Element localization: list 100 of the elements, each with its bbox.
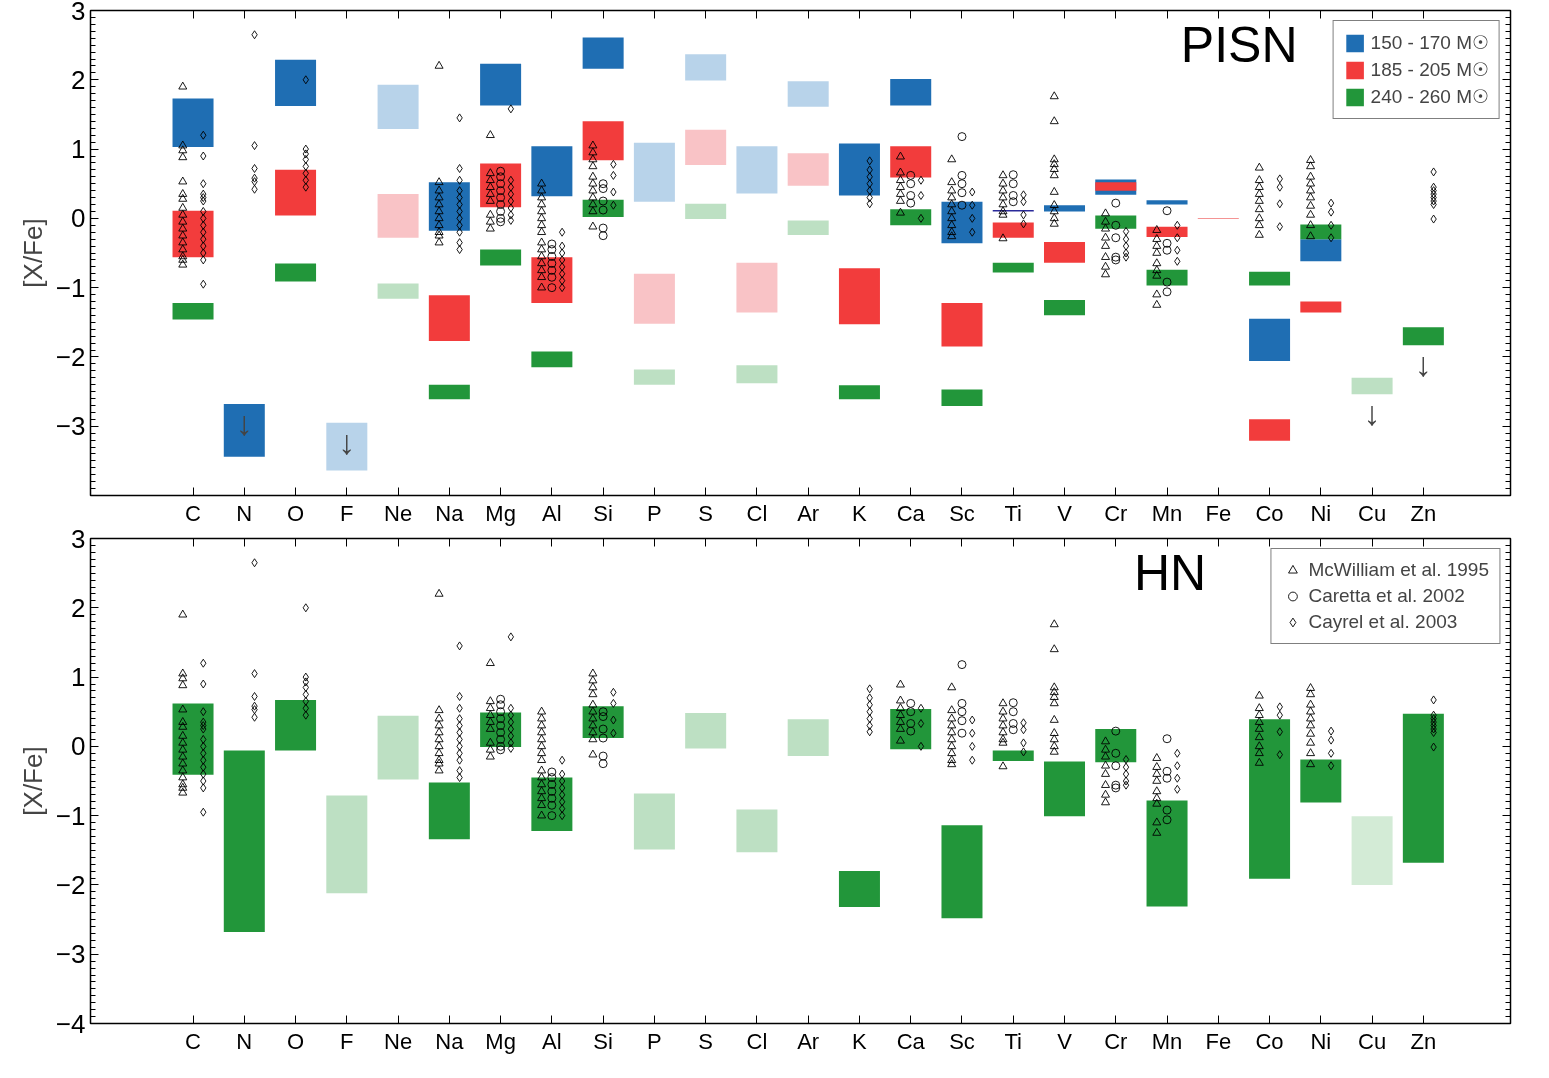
x-tick-label: Cr (1104, 500, 1128, 526)
x-tick-label: Al (542, 500, 562, 526)
bar (582, 37, 624, 69)
y-tick-label: 0 (71, 203, 86, 234)
bar (890, 146, 932, 178)
bar (531, 146, 573, 197)
x-tick-label: Fe (1205, 500, 1232, 526)
y-tick-label: 3 (71, 0, 86, 26)
y-tick-label: −1 (55, 800, 86, 831)
bar (377, 715, 419, 780)
bar (992, 222, 1034, 238)
x-tick-label: Sc (949, 1028, 975, 1054)
x-tick-label: Ca (896, 500, 926, 526)
y-tick-label: −1 (55, 272, 86, 303)
y-tick-label: 1 (71, 134, 86, 165)
x-tick-label: P (647, 1028, 662, 1054)
x-tick-label: Sc (949, 500, 975, 526)
x-tick-label: Al (542, 1028, 562, 1054)
bar (685, 54, 727, 81)
bar (1300, 759, 1342, 803)
x-tick-label: C (185, 500, 202, 526)
bar (736, 262, 778, 313)
x-tick-label: Ti (1004, 500, 1022, 526)
y-tick-label: 2 (71, 592, 86, 623)
y-tick-label: 3 (71, 523, 86, 554)
bar (1351, 377, 1393, 395)
bar (223, 750, 265, 933)
y-tick-label: −2 (55, 341, 86, 372)
legend-label: 150 - 170 M☉ (1370, 31, 1489, 54)
x-tick-label: Mg (485, 1028, 516, 1054)
x-tick-label: Ar (797, 1028, 820, 1054)
bar (1146, 200, 1188, 205)
bar (480, 63, 522, 106)
bar (787, 153, 829, 186)
bar (685, 713, 727, 749)
bar (838, 385, 880, 400)
x-tick-label: K (852, 500, 868, 526)
annotation: ↓ (1414, 345, 1432, 384)
bar (275, 59, 317, 107)
y-axis-title: [X/Fe] (17, 218, 48, 288)
x-tick-label: O (287, 500, 305, 526)
x-tick-label: Si (593, 500, 613, 526)
x-tick-label: Ti (1004, 1028, 1022, 1054)
x-tick-label: O (287, 1028, 305, 1054)
bar (838, 268, 880, 325)
x-tick-label: K (852, 1028, 868, 1054)
x-tick-label: F (340, 500, 354, 526)
bar (1095, 182, 1137, 191)
x-tick-label: Mn (1151, 500, 1183, 526)
bar (1146, 800, 1188, 907)
bar (633, 273, 675, 324)
bar (582, 121, 624, 161)
y-tick-label: 1 (71, 662, 86, 693)
x-tick-label: Ne (384, 500, 413, 526)
legend-label: Cayrel et al. 2003 (1308, 611, 1458, 633)
bar (736, 809, 778, 853)
bar (992, 750, 1034, 761)
x-tick-label: C (185, 1028, 202, 1054)
y-tick-label: −3 (55, 411, 86, 442)
x-tick-label: Na (435, 500, 465, 526)
bar (787, 81, 829, 107)
bar (172, 98, 214, 147)
x-tick-label: Fe (1205, 1028, 1232, 1054)
bar (736, 146, 778, 194)
x-tick-label: Ni (1310, 500, 1332, 526)
annotation: ↓ (1363, 394, 1381, 433)
bar (633, 369, 675, 385)
bar (736, 365, 778, 384)
x-tick-label: Ni (1310, 1028, 1332, 1054)
bar (1249, 419, 1291, 441)
bar (787, 220, 829, 235)
bar (428, 295, 470, 341)
x-tick-label: Co (1255, 500, 1284, 526)
bar (633, 142, 675, 202)
x-tick-label: N (236, 1028, 253, 1054)
bar (1402, 327, 1444, 346)
legend-label: 185 - 205 M☉ (1370, 58, 1489, 81)
chart-title: HN (1134, 544, 1207, 601)
y-tick-label: −2 (55, 869, 86, 900)
bar (275, 169, 317, 216)
x-tick-label: Co (1255, 1028, 1284, 1054)
bar (1402, 713, 1444, 863)
y-tick-label: 2 (71, 64, 86, 95)
bar (428, 384, 470, 400)
x-tick-label: V (1057, 1028, 1073, 1054)
annotation: ↓ (235, 404, 253, 443)
bar (685, 203, 727, 220)
x-tick-label: Cu (1358, 500, 1387, 526)
y-axis-title: [X/Fe] (17, 746, 48, 816)
x-tick-label: P (647, 500, 662, 526)
x-tick-label: Mn (1151, 1028, 1183, 1054)
x-tick-label: Cr (1104, 1028, 1128, 1054)
bar (1249, 318, 1291, 362)
bar (531, 351, 573, 368)
x-tick-label: Ne (384, 1028, 413, 1054)
x-tick-label: V (1057, 500, 1073, 526)
bar (223, 404, 265, 457)
bar (1351, 816, 1393, 885)
bar (275, 699, 317, 751)
bar (1249, 271, 1291, 286)
